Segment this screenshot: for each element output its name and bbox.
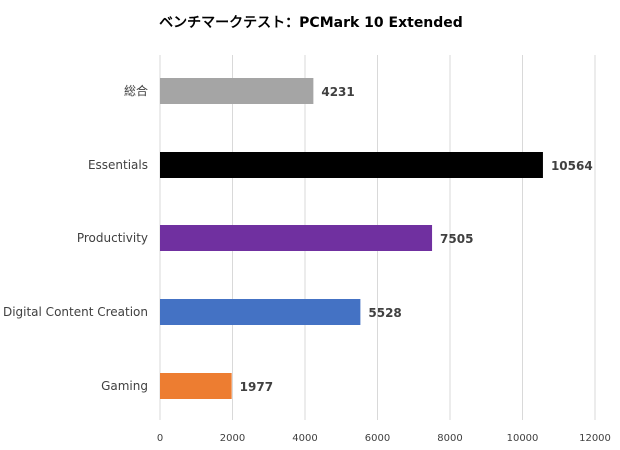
data-label-1: 10564 bbox=[551, 159, 593, 173]
x-tick-label-4000: 4000 bbox=[292, 433, 317, 444]
category-label-4: Gaming bbox=[101, 379, 148, 393]
x-tick-label-2000: 2000 bbox=[220, 433, 245, 444]
x-tick-label-12000: 12000 bbox=[579, 433, 611, 444]
bar-4 bbox=[160, 373, 232, 399]
x-tick-label-10000: 10000 bbox=[507, 433, 539, 444]
chart-title: ベンチマークテスト：PCMark 10 Extended bbox=[159, 15, 463, 31]
labels: 0 2000 4000 6000 8000 10000 12000 総合 4231 Essenti… bbox=[3, 83, 611, 444]
data-label-3: 5528 bbox=[368, 306, 401, 320]
category-label-1: Essentials bbox=[88, 158, 148, 172]
bar-3 bbox=[160, 299, 361, 325]
data-label-0: 4231 bbox=[321, 85, 354, 99]
data-label-4: 1977 bbox=[240, 380, 273, 394]
bar-1 bbox=[160, 152, 543, 178]
category-label-2: Productivity bbox=[77, 231, 148, 245]
bar-2 bbox=[160, 225, 433, 251]
bar-0 bbox=[160, 78, 314, 104]
category-label-0: 総合 bbox=[124, 83, 148, 98]
x-tick-label-8000: 8000 bbox=[437, 433, 462, 444]
bars bbox=[160, 78, 543, 399]
data-label-2: 7505 bbox=[440, 232, 473, 246]
x-tick-label-6000: 6000 bbox=[365, 433, 390, 444]
category-label-3: Digital Content Creation bbox=[3, 305, 148, 319]
x-tick-label-0: 0 bbox=[157, 433, 163, 444]
